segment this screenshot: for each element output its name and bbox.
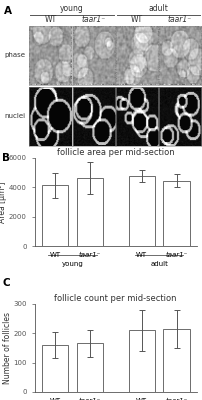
Text: A: A [4,6,12,16]
Title: follicle area per mid-section: follicle area per mid-section [57,148,174,157]
Text: phase: phase [4,52,25,58]
Bar [128,176,154,246]
Text: taar1⁻: taar1⁻ [78,252,100,258]
Bar [42,345,68,392]
Text: C: C [2,278,10,288]
Text: taar1⁻: taar1⁻ [81,15,105,24]
Text: WT: WT [136,398,147,400]
Text: WT: WT [49,398,60,400]
Y-axis label: Number of follicles: Number of follicles [3,312,12,384]
Text: taar1⁻: taar1⁻ [164,398,187,400]
Y-axis label: Area [µm²]: Area [µm²] [0,182,7,223]
Text: adult: adult [148,4,167,13]
Text: WT: WT [136,252,147,258]
Text: WT: WT [49,252,60,258]
Text: WT: WT [130,15,142,24]
Bar [42,185,68,246]
Bar [76,344,102,392]
Text: nuclei: nuclei [4,114,25,120]
Text: young: young [60,4,83,13]
Bar [128,330,154,392]
Bar [76,178,102,246]
Bar [163,329,189,392]
Text: taar1⁻: taar1⁻ [167,15,191,24]
Text: adult: adult [149,261,167,267]
Bar [163,181,189,246]
Text: taar1⁻: taar1⁻ [164,252,187,258]
Text: WT: WT [44,15,56,24]
Text: young: young [61,261,83,267]
Text: B: B [2,153,10,163]
Title: follicle count per mid-section: follicle count per mid-section [54,294,176,303]
Text: taar1⁻: taar1⁻ [78,398,100,400]
